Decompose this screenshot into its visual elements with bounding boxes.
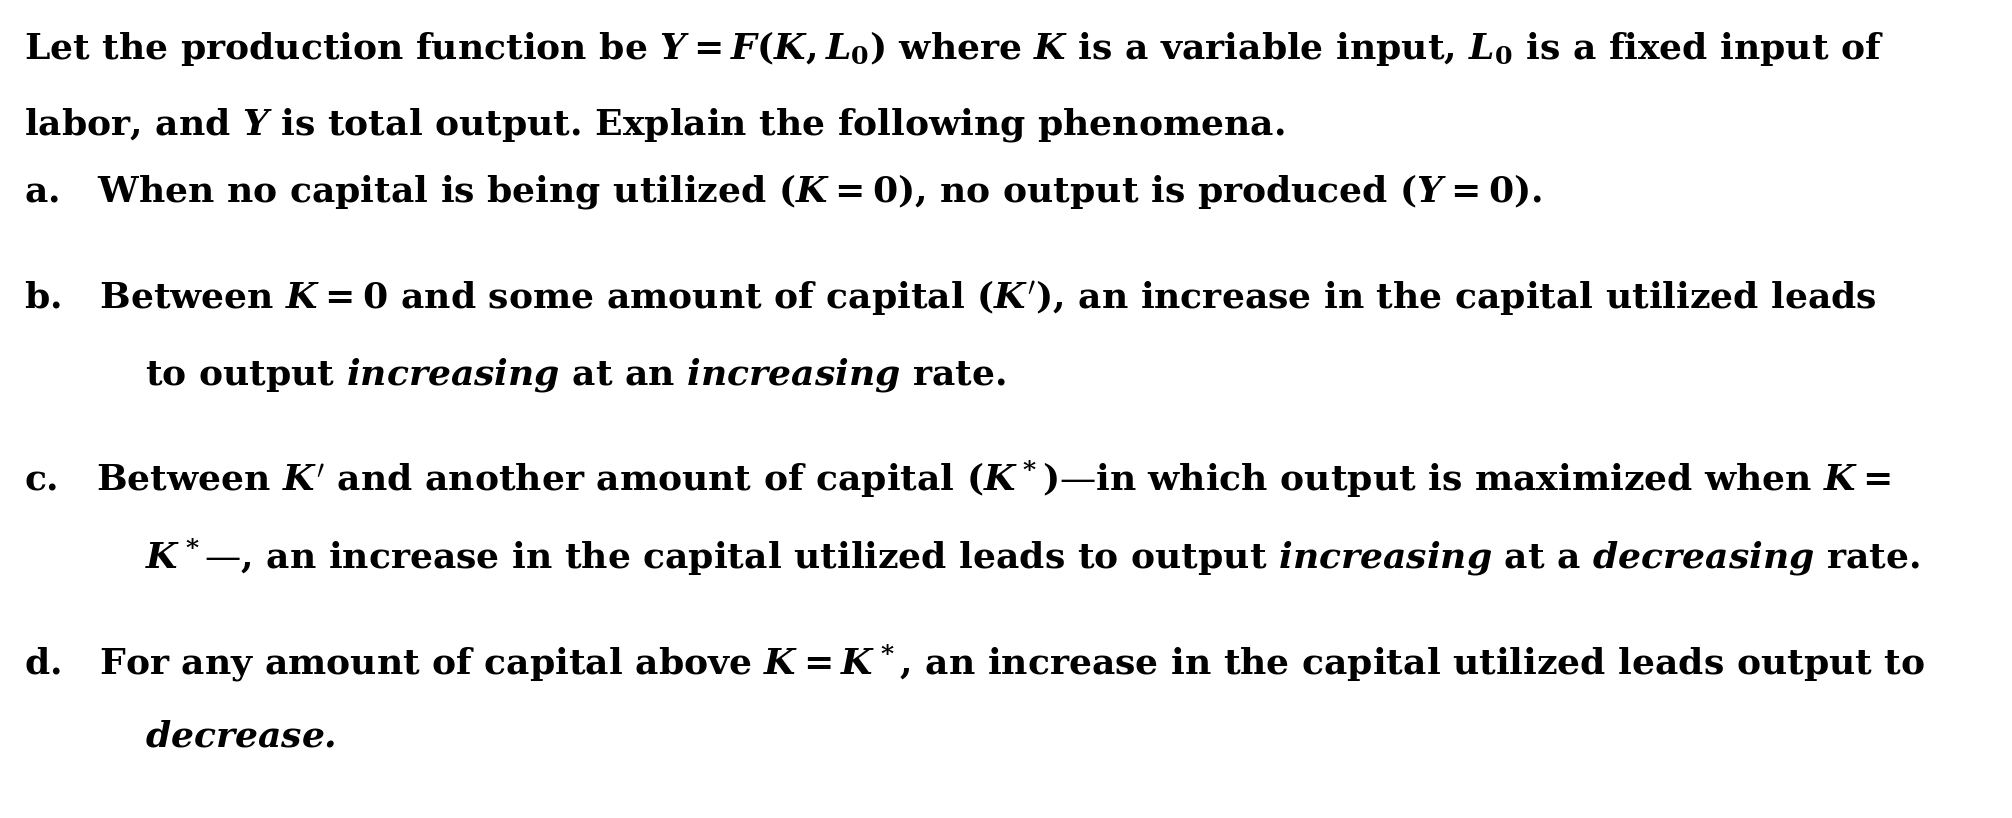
- Text: $K^*$—, an increase in the capital utilized leads to output $\mathit{increasing}: $K^*$—, an increase in the capital utili…: [145, 536, 1919, 578]
- Text: Let the production function be $Y = F(K, L_0)$ where $K$ is a variable input, $L: Let the production function be $Y = F(K,…: [24, 29, 1883, 68]
- Text: d.   For any amount of capital above $K = K^*$, an increase in the capital utili: d. For any amount of capital above $K = …: [24, 642, 1925, 684]
- Text: $\mathit{decrease}$.: $\mathit{decrease}$.: [145, 720, 336, 754]
- Text: c.   Between $K'$ and another amount of capital ($K^*$)—in which output is maxim: c. Between $K'$ and another amount of ca…: [24, 458, 1891, 500]
- Text: a.   When no capital is being utilized ($K = 0$), no output is produced ($Y = 0$: a. When no capital is being utilized ($K…: [24, 172, 1543, 211]
- Text: b.   Between $K = 0$ and some amount of capital ($K'$), an increase in the capit: b. Between $K = 0$ and some amount of ca…: [24, 278, 1877, 317]
- Text: to output $\mathit{increasing}$ at an $\mathit{increasing}$ rate.: to output $\mathit{increasing}$ at an $\…: [145, 356, 1006, 393]
- Text: labor, and $Y$ is total output. Explain the following phenomena.: labor, and $Y$ is total output. Explain …: [24, 106, 1286, 144]
